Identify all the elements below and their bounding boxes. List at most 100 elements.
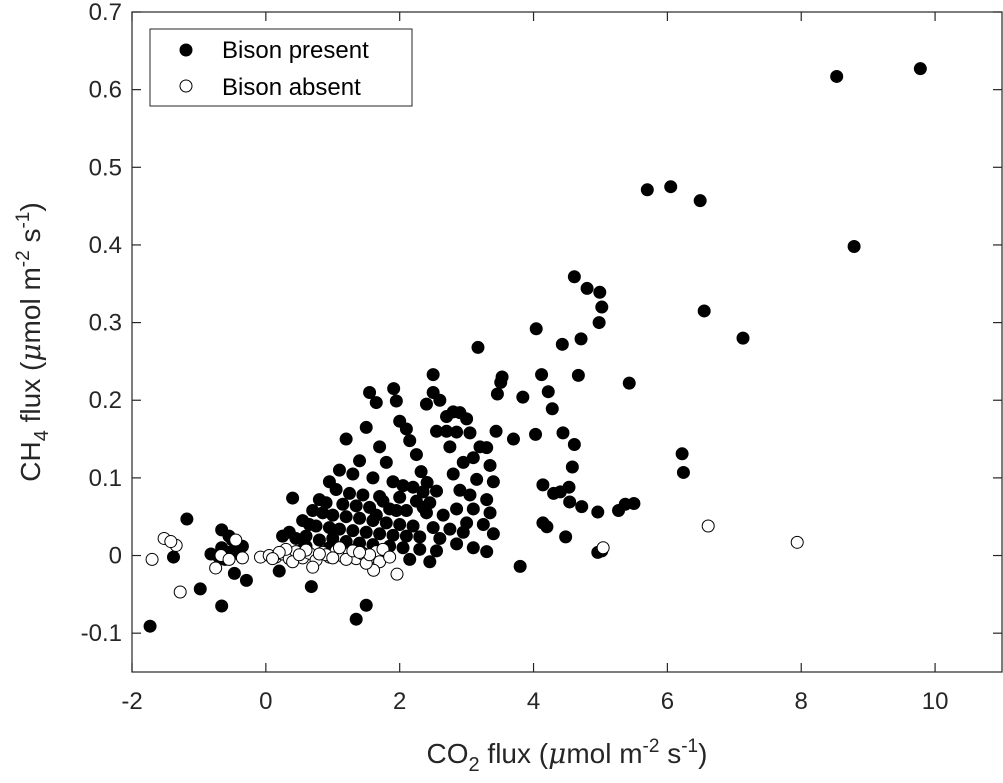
plot-frame bbox=[131, 11, 1003, 673]
data-point-bison-present bbox=[399, 529, 413, 543]
data-point-bison-absent bbox=[145, 552, 159, 566]
data-point-bison-present bbox=[567, 270, 581, 284]
data-point-bison-present bbox=[913, 62, 927, 76]
data-point-bison-present bbox=[466, 502, 480, 516]
data-point-bison-present bbox=[366, 471, 380, 485]
y-tick-label: 0.7 bbox=[89, 0, 122, 26]
y-label-post4: ) bbox=[15, 202, 46, 211]
data-point-bison-present bbox=[541, 385, 555, 399]
data-point-bison-present bbox=[346, 467, 360, 481]
data-point-bison-present bbox=[486, 475, 500, 489]
data-point-bison-present bbox=[343, 486, 356, 500]
legend-marker-absent bbox=[179, 79, 193, 93]
data-point-bison-present bbox=[332, 522, 346, 536]
data-point-bison-present bbox=[353, 454, 367, 468]
data-point-bison-absent bbox=[266, 552, 280, 566]
data-point-bison-present bbox=[180, 512, 194, 526]
data-point-bison-present bbox=[529, 427, 543, 441]
y-tick-label: 0.3 bbox=[89, 310, 122, 337]
x-tick-label: 0 bbox=[259, 688, 272, 715]
data-point-bison-present bbox=[399, 422, 413, 436]
data-point-bison-present bbox=[470, 472, 484, 486]
data-point-bison-present bbox=[622, 376, 636, 390]
data-point-bison-present bbox=[166, 550, 180, 564]
data-point-bison-present bbox=[593, 285, 607, 299]
y-tick-label: 0.1 bbox=[89, 465, 122, 492]
data-point-bison-absent bbox=[222, 552, 236, 566]
legend-label-absent: Bison absent bbox=[222, 74, 361, 101]
data-point-bison-present bbox=[336, 497, 350, 511]
data-point-bison-present bbox=[480, 493, 494, 507]
data-point-bison-present bbox=[847, 239, 861, 253]
data-point-bison-present bbox=[329, 483, 343, 497]
data-point-bison-present bbox=[446, 467, 460, 481]
x-tick-label: 8 bbox=[795, 688, 808, 715]
series-bison-absent bbox=[145, 519, 804, 599]
data-point-bison-present bbox=[574, 332, 588, 346]
y-tick-label: 0.5 bbox=[89, 154, 122, 181]
data-point-bison-present bbox=[595, 300, 609, 314]
y-axis-label: CH4 flux (μmol m-2 s-1) bbox=[13, 202, 53, 481]
data-point-bison-present bbox=[490, 387, 504, 401]
x-tick-label: 10 bbox=[922, 688, 949, 715]
y-label-sup1: -2 bbox=[13, 250, 34, 267]
data-point-bison-present bbox=[513, 559, 527, 573]
y-label-mu: μ bbox=[14, 343, 47, 361]
data-point-bison-present bbox=[460, 412, 474, 426]
y-tick-label: 0.2 bbox=[89, 387, 122, 414]
data-point-bison-present bbox=[379, 455, 393, 469]
data-point-bison-present bbox=[413, 542, 427, 556]
data-point-bison-absent bbox=[312, 547, 326, 561]
data-point-bison-present bbox=[506, 432, 520, 446]
legend: Bison present Bison absent bbox=[149, 28, 413, 107]
data-point-bison-present bbox=[309, 519, 323, 533]
x-label-post4: ) bbox=[698, 738, 707, 769]
data-point-bison-present bbox=[450, 425, 464, 439]
x-label-sup1: -2 bbox=[643, 736, 660, 757]
x-label-post3: s bbox=[659, 738, 681, 769]
data-point-bison-present bbox=[476, 517, 490, 531]
data-point-bison-absent bbox=[383, 550, 397, 564]
data-point-bison-present bbox=[304, 580, 318, 594]
data-point-bison-present bbox=[471, 340, 485, 354]
y-tick-label: -0.1 bbox=[81, 620, 122, 647]
y-label-post1: flux ( bbox=[15, 361, 46, 430]
data-point-bison-present bbox=[416, 485, 430, 499]
x-tick-label: -2 bbox=[121, 688, 142, 715]
y-label-sub: 4 bbox=[31, 430, 53, 441]
data-point-bison-present bbox=[414, 465, 428, 479]
data-point-bison-absent bbox=[353, 545, 367, 559]
data-point-bison-present bbox=[463, 426, 477, 440]
data-point-bison-present bbox=[426, 521, 440, 535]
x-label-sup2: -1 bbox=[681, 736, 698, 757]
data-point-bison-present bbox=[387, 382, 401, 396]
data-point-bison-present bbox=[393, 517, 407, 531]
data-point-bison-absent bbox=[235, 551, 249, 565]
data-point-bison-present bbox=[612, 503, 626, 517]
data-point-bison-present bbox=[359, 525, 373, 539]
data-point-bison-absent bbox=[390, 567, 404, 581]
data-point-bison-present bbox=[571, 368, 585, 382]
data-point-bison-present bbox=[363, 385, 377, 399]
data-point-bison-present bbox=[556, 426, 570, 440]
data-point-bison-present bbox=[736, 331, 750, 345]
data-point-bison-present bbox=[272, 564, 286, 578]
data-point-bison-present bbox=[664, 180, 678, 194]
data-point-bison-present bbox=[575, 500, 589, 514]
data-point-bison-present bbox=[443, 522, 457, 536]
data-point-bison-present bbox=[456, 455, 470, 469]
y-label-post3: s bbox=[15, 229, 46, 251]
data-point-bison-present bbox=[559, 530, 573, 544]
data-point-bison-present bbox=[443, 440, 457, 454]
data-point-bison-present bbox=[239, 573, 253, 587]
data-point-bison-present bbox=[480, 545, 494, 559]
data-point-bison-present bbox=[450, 502, 464, 516]
data-point-bison-present bbox=[227, 566, 241, 580]
data-point-bison-present bbox=[369, 396, 383, 410]
data-point-bison-present bbox=[430, 544, 443, 558]
data-point-bison-present bbox=[693, 194, 707, 208]
data-point-bison-present bbox=[356, 488, 370, 502]
data-point-bison-present bbox=[536, 478, 550, 492]
data-point-bison-present bbox=[359, 420, 373, 434]
